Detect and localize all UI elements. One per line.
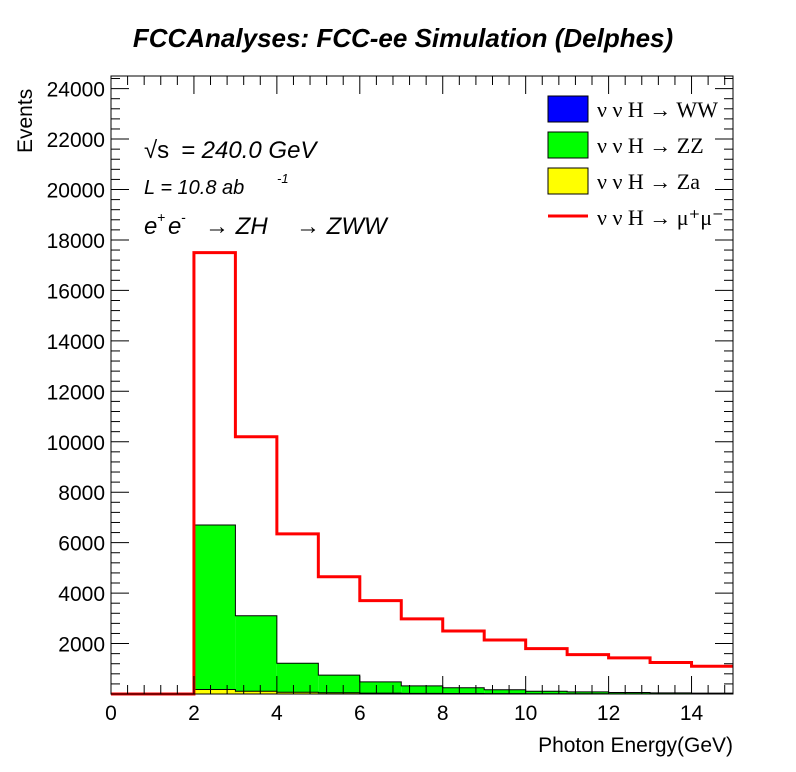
- process-plus: +: [157, 209, 165, 225]
- annotation-process: e + e - → ZH → ZWW: [144, 209, 389, 240]
- x-tick-label: 4: [271, 702, 283, 725]
- annotation-luminosity: L = 10.8 ab -1: [144, 171, 289, 199]
- y-tick-label: 2000: [58, 634, 105, 657]
- bar-zz: [318, 675, 360, 694]
- bar-za: [235, 691, 277, 694]
- bar-zz: [401, 685, 443, 694]
- bar-zz: [359, 681, 402, 694]
- tick-labels: 0 2 4 6 8 10 12 14 2000 4000 6000 8000 10000 12000 140…: [47, 79, 704, 725]
- sqrt-s-value: = 240.0 GeV: [181, 137, 318, 164]
- legend-swatch: [547, 131, 589, 159]
- plot-frame: [110, 75, 734, 695]
- x-tick-label: 0: [105, 702, 117, 725]
- y-tick-label: 22000: [47, 129, 105, 152]
- plot-fill-layer: [193, 524, 733, 694]
- luminosity-exponent: -1: [277, 171, 289, 186]
- bar-zz: [276, 663, 319, 694]
- y-tick-label: 8000: [58, 482, 105, 505]
- y-tick-label: 18000: [47, 230, 105, 253]
- annotation-sqrt-s: √s = 240.0 GeV: [144, 137, 318, 164]
- x-tick-label: 2: [188, 702, 200, 725]
- process-e1: e: [144, 213, 157, 240]
- x-axis-label: Photon Energy(GeV): [538, 734, 733, 757]
- y-tick-label: 12000: [47, 381, 105, 404]
- legend-label: ν ν H → Za: [597, 169, 700, 194]
- bar-zz: [484, 689, 526, 694]
- legend-swatch: [547, 95, 589, 123]
- y-tick-label: 10000: [47, 432, 105, 455]
- bar-za: [318, 692, 360, 694]
- x-tick-label: 6: [354, 702, 366, 725]
- x-tick-label: 14: [680, 702, 704, 725]
- sqrt-s-symbol: √s: [144, 137, 169, 164]
- process-minus: -: [181, 209, 186, 225]
- bar-zz: [193, 524, 236, 694]
- bar-zz: [235, 615, 277, 694]
- y-tick-label: 14000: [47, 331, 105, 354]
- series-mumu-line: [111, 251, 733, 696]
- x-tick-label: 12: [597, 702, 620, 725]
- tick-marks: [110, 76, 733, 695]
- axes: [110, 75, 734, 695]
- legend: ν ν H → WW ν ν H → ZZ ν ν H → Za ν ν H → μ⁺…: [547, 95, 724, 230]
- y-axis-label: Events: [14, 89, 37, 153]
- bar-zz: [608, 692, 651, 694]
- process-zh: → ZH: [205, 213, 268, 240]
- bar-za: [193, 689, 236, 694]
- y-tick-label: 4000: [58, 583, 105, 606]
- legend-swatch: [547, 167, 589, 195]
- legend-label: ν ν H → μ⁺μ⁻: [597, 205, 724, 230]
- process-zww: → ZWW: [296, 213, 389, 240]
- legend-label: ν ν H → WW: [597, 97, 718, 122]
- y-tick-label: 24000: [47, 79, 105, 102]
- bar-zz: [567, 691, 609, 694]
- bar-zz: [525, 691, 568, 694]
- process-e2: e: [168, 213, 181, 240]
- y-tick-label: 16000: [47, 280, 105, 303]
- luminosity-text: L = 10.8 ab: [144, 177, 244, 199]
- bar-zz: [442, 687, 485, 694]
- y-tick-label: 20000: [47, 180, 105, 203]
- bar-za: [276, 692, 319, 694]
- x-tick-label: 8: [437, 702, 449, 725]
- y-tick-label: 6000: [58, 533, 105, 556]
- legend-label: ν ν H → ZZ: [597, 133, 704, 158]
- x-tick-label: 10: [514, 702, 537, 725]
- chart-title: FCCAnalyses: FCC-ee Simulation (Delphes): [133, 23, 673, 53]
